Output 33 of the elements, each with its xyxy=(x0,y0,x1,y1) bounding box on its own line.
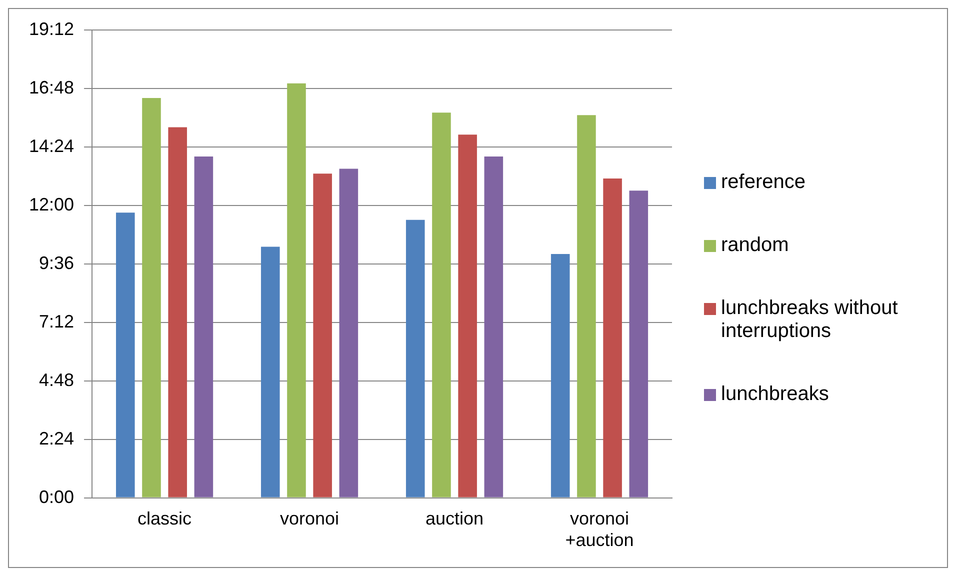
bar xyxy=(168,127,187,498)
legend-label: lunchbreaks xyxy=(721,382,829,406)
x-tick-label: classic xyxy=(138,508,192,529)
y-tick-label: 19:12 xyxy=(28,18,74,39)
y-tick-label: 14:24 xyxy=(28,136,74,156)
y-tick-label: 16:48 xyxy=(28,77,74,98)
legend-label: reference xyxy=(721,170,806,194)
x-tick-label: voronoi +auction xyxy=(565,508,634,550)
y-tick-label: 2:24 xyxy=(38,428,74,448)
bar xyxy=(287,83,306,498)
bar xyxy=(458,134,477,498)
bar xyxy=(629,190,648,498)
bar xyxy=(406,220,425,498)
bar xyxy=(260,246,280,498)
y-tick-label: 12:00 xyxy=(28,194,74,214)
bar xyxy=(577,115,596,498)
y-tick-label: 0:00 xyxy=(38,486,74,507)
y-tick-label: 9:36 xyxy=(38,252,74,273)
bar xyxy=(142,98,161,498)
bar xyxy=(550,254,570,498)
legend-label: lunchbreaks without interruptions xyxy=(721,296,899,342)
bar xyxy=(603,178,622,498)
bar xyxy=(339,168,358,498)
y-tick-label: 4:48 xyxy=(38,370,74,390)
y-tick-label: 7:12 xyxy=(38,311,74,332)
bar xyxy=(432,112,451,498)
bar xyxy=(194,156,214,498)
bar xyxy=(484,156,504,498)
bar xyxy=(116,212,135,498)
legend-label: random xyxy=(721,234,789,256)
x-tick-label: auction xyxy=(425,508,484,529)
x-tick-label: voronoi xyxy=(280,508,340,529)
bar xyxy=(313,174,332,498)
